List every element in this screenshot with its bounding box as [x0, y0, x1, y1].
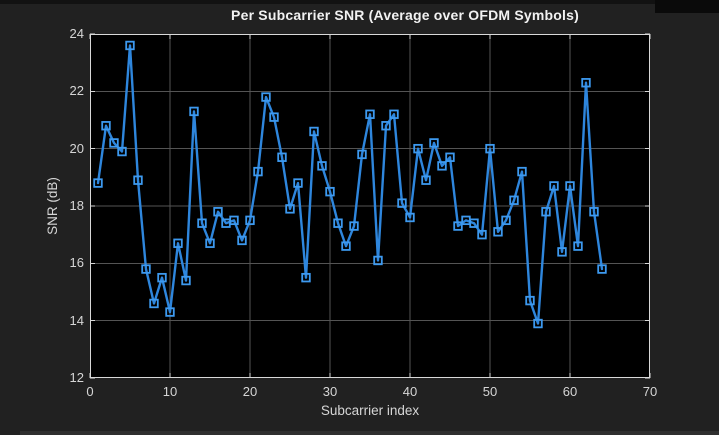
- data-point-marker: [541, 207, 551, 217]
- data-point-marker: [285, 204, 295, 214]
- data-point-marker: [149, 298, 159, 309]
- data-point-marker: [277, 152, 287, 162]
- x-tick-label: 20: [242, 384, 258, 399]
- data-point-marker: [565, 181, 575, 191]
- data-point-marker: [589, 207, 599, 217]
- data-point-marker: [509, 195, 519, 205]
- data-point-marker: [261, 92, 271, 102]
- data-point-marker: [117, 146, 127, 157]
- window-corner-patch: [655, 0, 719, 13]
- data-point-marker: [349, 221, 359, 231]
- data-point-marker: [301, 272, 311, 283]
- data-point-marker: [309, 126, 319, 137]
- data-point-marker: [293, 178, 303, 188]
- data-point-marker: [581, 78, 591, 88]
- data-point-marker: [269, 112, 279, 122]
- data-point-marker: [493, 227, 503, 237]
- data-point-marker: [557, 247, 567, 257]
- y-tick-label: 12: [69, 370, 84, 385]
- data-point-marker: [501, 215, 511, 226]
- data-point-marker: [205, 238, 215, 248]
- data-point-marker: [237, 235, 247, 246]
- chart-title: Per Subcarrier SNR (Average over OFDM Sy…: [231, 7, 579, 23]
- y-tick-label: 16: [69, 255, 84, 271]
- x-tick-label: 10: [162, 384, 178, 399]
- x-tick-label: 40: [402, 384, 418, 399]
- data-point-marker: [325, 186, 335, 197]
- y-tick-label: 20: [69, 140, 84, 156]
- data-point-marker: [253, 166, 263, 177]
- data-point-marker: [365, 109, 375, 119]
- data-point-marker: [141, 264, 151, 274]
- y-tick-label: 18: [69, 198, 84, 213]
- window-top-edge: [0, 0, 719, 4]
- data-point-marker: [525, 295, 535, 306]
- data-point-marker: [109, 138, 119, 148]
- x-axis-label: Subcarrier index: [320, 403, 420, 418]
- y-tick-label: 22: [69, 83, 84, 99]
- data-point-marker: [453, 221, 463, 231]
- data-point-marker: [485, 143, 495, 154]
- snr-line-chart: [89, 33, 651, 379]
- data-point-marker: [125, 40, 135, 51]
- data-point-marker: [333, 218, 343, 228]
- plot-area: [89, 33, 651, 379]
- data-point-marker: [357, 149, 367, 160]
- data-point-marker: [197, 218, 207, 228]
- x-tick-label: 0: [86, 384, 94, 399]
- data-point-marker: [429, 138, 439, 148]
- data-point-marker: [133, 175, 143, 185]
- data-point-marker: [477, 229, 487, 240]
- x-tick-label: 60: [562, 384, 578, 399]
- data-point-marker: [437, 161, 447, 171]
- y-tick-label: 24: [69, 26, 84, 41]
- data-point-marker: [597, 264, 607, 274]
- data-point-marker: [101, 121, 111, 131]
- data-point-marker: [93, 178, 103, 188]
- data-point-marker: [517, 166, 527, 177]
- data-point-marker: [413, 143, 423, 154]
- data-point-marker: [157, 272, 167, 283]
- x-tick-label: 70: [642, 384, 658, 399]
- data-point-marker: [445, 152, 455, 162]
- data-point-marker: [533, 318, 543, 329]
- x-tick-label: 30: [322, 384, 338, 399]
- y-tick-label: 14: [69, 312, 84, 328]
- data-point-marker: [389, 109, 399, 119]
- data-point-marker: [381, 121, 391, 131]
- data-line: [96, 44, 604, 325]
- data-point-marker: [549, 181, 559, 191]
- data-point-marker: [573, 241, 583, 251]
- x-tick-label: 50: [482, 384, 498, 399]
- data-point-marker: [469, 218, 479, 228]
- data-point-marker: [373, 255, 383, 266]
- data-point-marker: [165, 307, 175, 317]
- data-point-marker: [421, 175, 431, 185]
- window-bottom-edge: [20, 431, 719, 435]
- data-point-marker: [229, 215, 239, 226]
- data-point-marker: [245, 215, 255, 226]
- data-point-marker: [317, 161, 327, 171]
- data-point-marker: [397, 198, 407, 208]
- data-point-marker: [181, 275, 191, 286]
- data-point-marker: [341, 241, 351, 251]
- data-point-marker: [189, 106, 199, 117]
- data-point-marker: [405, 212, 415, 223]
- data-point-marker: [173, 238, 183, 248]
- data-point-marker: [213, 207, 223, 217]
